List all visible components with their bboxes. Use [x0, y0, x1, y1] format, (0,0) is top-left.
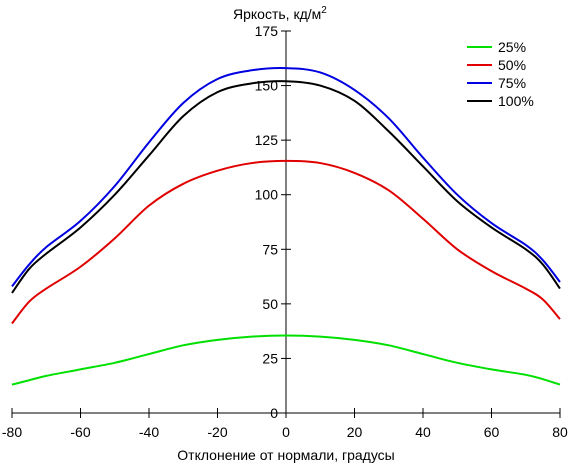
x-tick-label: 60 — [484, 424, 500, 440]
y-axis-title-text: Яркость, кд/м — [233, 6, 321, 22]
legend-label-4: 100% — [498, 93, 534, 109]
x-tick-label: 40 — [415, 424, 431, 440]
y-axis-title-superscript: 2 — [321, 5, 327, 16]
x-tick-label: -60 — [70, 424, 90, 440]
x-axis-title: Отклонение от нормали, градусы — [177, 447, 394, 463]
x-tick-label: 0 — [282, 424, 290, 440]
y-tick-label: 150 — [255, 78, 279, 94]
y-tick-label: 75 — [262, 241, 278, 257]
y-tick-label: 0 — [270, 405, 278, 421]
y-axis-title: Яркость, кд/м2 — [233, 5, 327, 22]
x-tick-label: 80 — [552, 424, 568, 440]
y-tick-label: 50 — [262, 296, 278, 312]
series-line-3 — [11, 67, 561, 288]
series-line-2 — [11, 159, 561, 325]
legend: 25% 50% 75% 100% — [467, 39, 534, 109]
y-tick-label: 25 — [262, 350, 278, 366]
x-tick-label: -20 — [207, 424, 227, 440]
x-tick-label: 20 — [347, 424, 363, 440]
axes: -80 -60 -40 -20 0 20 40 60 80 0 25 50 75 100 125 150 175 — [2, 23, 568, 440]
x-tick-label: -80 — [2, 424, 22, 440]
y-tick-label: 175 — [255, 23, 279, 39]
series-line-4 — [11, 80, 561, 294]
y-tick-label: 100 — [255, 187, 279, 203]
legend-label-3: 75% — [498, 75, 526, 91]
legend-label-1: 25% — [498, 39, 526, 55]
legend-label-2: 50% — [498, 57, 526, 73]
x-tick-label: -40 — [139, 424, 159, 440]
series-layer — [11, 67, 561, 386]
series-line-1 — [11, 334, 561, 386]
y-tick-label: 125 — [255, 132, 279, 148]
